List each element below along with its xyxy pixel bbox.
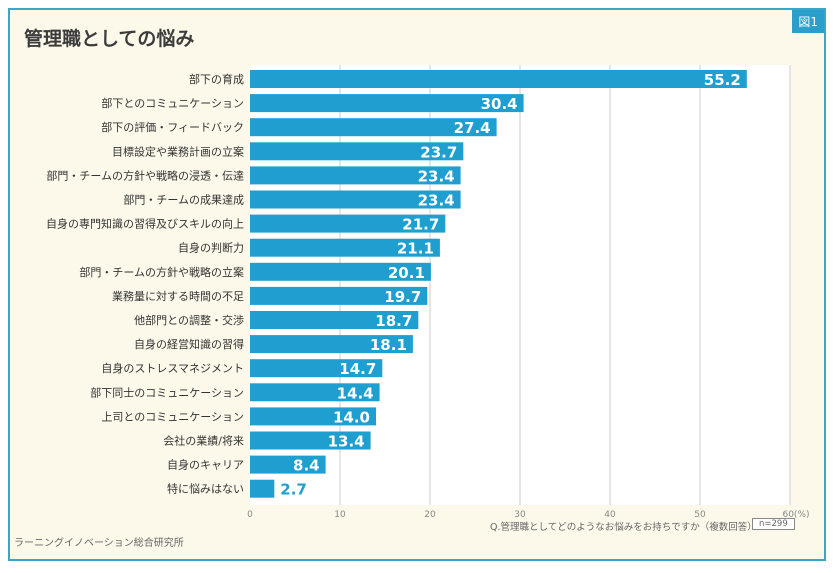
category-label: 部下とのコミュニケーション [101,96,244,110]
question-note: Q.管理職としてどのようなお悩みをお持ちですか（複数回答） [490,522,757,533]
bar [250,142,464,161]
x-tick-label: 20 [424,510,436,520]
data-label: 27.4 [454,119,491,137]
x-tick-label: 60(%) [782,510,809,520]
x-tick-label: 0 [247,510,253,520]
data-label: 23.7 [420,143,457,161]
data-label: 14.7 [339,360,376,378]
category-label: 目標設定や業務計画の立案 [112,144,244,158]
data-label: 13.4 [328,433,365,451]
figure-label: 図1 [792,10,824,33]
sample-size: n=299 [752,518,795,530]
x-tick-label: 40 [604,510,616,520]
bar [250,359,383,378]
data-label: 8.4 [293,457,320,475]
data-label: 2.7 [280,481,307,499]
x-tick-label: 30 [514,510,526,520]
data-label: 21.7 [402,216,439,234]
bar [250,166,461,185]
data-label: 14.4 [337,384,374,402]
data-label: 30.4 [481,95,518,113]
bar [250,238,440,257]
bar [250,262,431,281]
data-label: 19.7 [384,288,421,306]
category-label: 他部門との調整・交渉 [134,313,244,327]
bar [250,455,326,474]
data-label: 18.1 [370,336,407,354]
category-label: 部門・チームの方針や戦略の浸透・伝達 [46,168,244,182]
bar [250,431,371,450]
category-label: 会社の業績/将来 [163,434,244,448]
data-label: 21.1 [397,240,434,258]
category-label: 部下同士のコミュニケーション [90,385,244,399]
category-label: 自身の専門知識の習得及びスキルの向上 [46,217,244,231]
source-label: ラーニングイノベーション総合研究所 [14,538,184,549]
bar [250,190,461,209]
data-label: 23.4 [418,192,455,210]
x-tick-label: 50 [694,510,706,520]
chart-title: 管理職としての悩み [24,28,195,50]
bar [250,94,524,113]
category-label: 自身のストレスマネジメント [101,361,244,375]
bar [250,214,446,233]
data-label: 20.1 [388,264,425,282]
category-label: 部門・チームの方針や戦略の立案 [79,265,244,279]
category-label: 部下の育成 [189,72,244,86]
data-label: 14.0 [333,408,370,426]
data-label: 55.2 [704,71,741,89]
bar [250,311,419,329]
data-label: 23.4 [418,167,455,185]
category-label: 自身の判断力 [178,241,244,255]
bar [250,479,275,498]
category-label: 上司とのコミュニケーション [101,410,244,423]
bar [250,383,380,402]
bar [250,407,376,426]
category-label: 自身のキャリア [167,458,244,472]
bar [250,335,413,354]
category-label: 業務量に対する時間の不足 [112,289,244,303]
x-tick-label: 10 [334,510,346,520]
bar [250,70,747,88]
bar [250,286,428,305]
category-label: 自身の経営知識の習得 [134,337,244,351]
category-label: 部門・チームの成果達成 [123,193,244,207]
category-label: 特に悩みはない [167,482,244,496]
data-label: 18.7 [375,312,412,330]
bar [250,118,497,137]
category-label: 部下の評価・フィードバック [101,120,244,134]
